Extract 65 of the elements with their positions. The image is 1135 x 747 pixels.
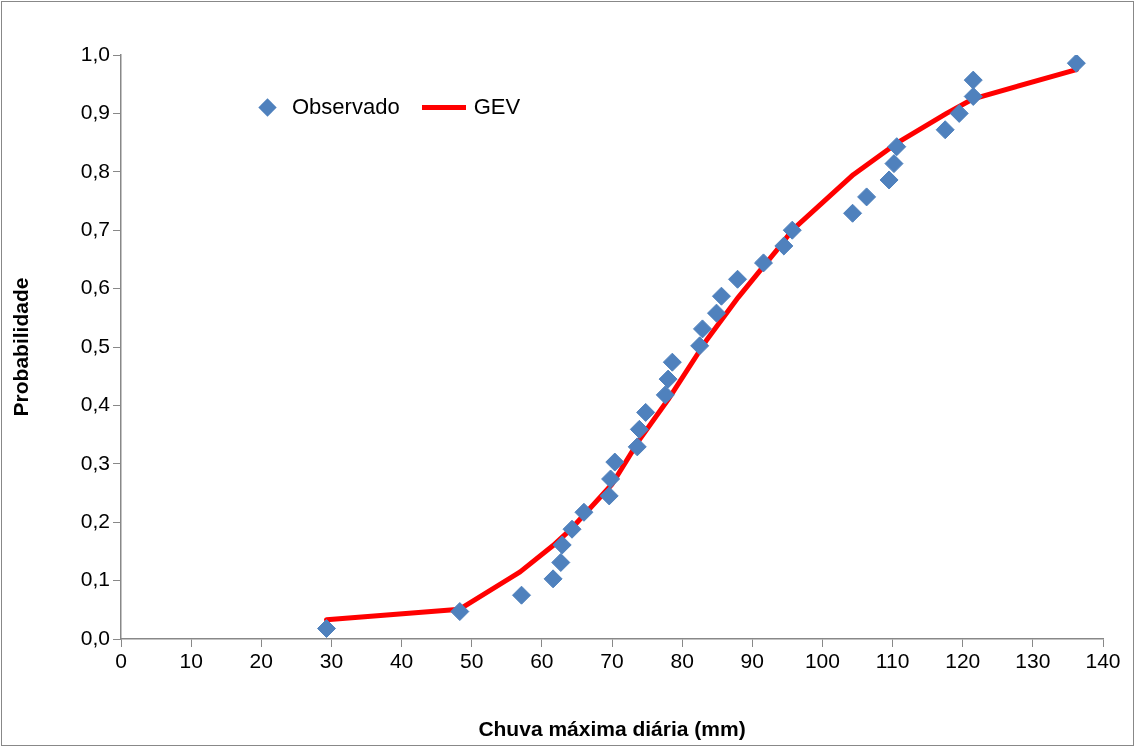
point xyxy=(935,120,955,140)
point xyxy=(662,352,682,372)
point xyxy=(512,585,532,605)
point xyxy=(692,319,712,339)
point xyxy=(658,369,678,389)
point xyxy=(879,170,899,190)
x-tick-label: 110 xyxy=(875,649,910,673)
x-tick-label: 20 xyxy=(249,649,273,673)
point xyxy=(552,535,572,555)
point xyxy=(774,236,794,256)
point xyxy=(707,303,727,323)
point xyxy=(887,137,907,157)
point xyxy=(857,187,877,207)
y-tick-label: 0,5 xyxy=(80,333,110,357)
point xyxy=(843,203,863,223)
point xyxy=(562,519,582,539)
point xyxy=(949,103,969,123)
x-tick-label: 100 xyxy=(804,649,840,673)
point xyxy=(627,437,647,457)
y-tick-label: 0,9 xyxy=(80,100,110,124)
x-tick-label: 80 xyxy=(670,649,694,673)
point xyxy=(782,220,802,240)
x-tick-label: 120 xyxy=(945,649,981,673)
point xyxy=(605,452,625,472)
x-tick-label: 0 xyxy=(115,649,127,673)
point xyxy=(884,154,904,174)
point xyxy=(728,269,748,289)
x-tick-label: 70 xyxy=(600,649,624,673)
x-tick-label: 140 xyxy=(1085,649,1121,673)
y-tick-label: 0,4 xyxy=(80,392,111,416)
y-tick-label: 0,0 xyxy=(80,625,110,649)
x-tick-label: 60 xyxy=(530,649,554,673)
x-axis-title: Chuva máxima diária (mm) xyxy=(478,717,746,741)
x-tick-label: 30 xyxy=(319,649,344,673)
x-tick-label: 90 xyxy=(740,649,764,673)
y-tick-label: 0,8 xyxy=(80,158,110,182)
x-tick-label: 10 xyxy=(179,649,203,673)
point xyxy=(636,402,656,422)
x-tick-label: 130 xyxy=(1015,649,1051,673)
point xyxy=(450,602,470,622)
y-tick-label: 0,3 xyxy=(80,450,110,474)
y-tick-label: 0,1 xyxy=(80,567,110,591)
point xyxy=(963,70,983,90)
y-tick-label: 0,2 xyxy=(80,509,110,532)
x-tick-label: 40 xyxy=(389,649,414,673)
point xyxy=(574,502,594,522)
point xyxy=(601,469,621,489)
point xyxy=(543,569,563,589)
point xyxy=(963,86,983,106)
point xyxy=(754,253,774,273)
y-tick-label: 1,0 xyxy=(80,41,110,65)
x-tick-label: 50 xyxy=(460,649,484,673)
y-tick-label: 0,6 xyxy=(80,275,110,299)
point xyxy=(317,618,337,638)
y-tick-label: 0,7 xyxy=(80,217,110,240)
point xyxy=(551,553,571,572)
point xyxy=(655,385,675,405)
legend-label: GEV xyxy=(473,94,521,120)
point xyxy=(690,336,710,356)
point xyxy=(1066,55,1086,73)
legend-label: Observado xyxy=(292,94,400,120)
point xyxy=(599,486,619,506)
y-axis-title: Probabilidade xyxy=(9,277,33,417)
point xyxy=(711,286,731,306)
point xyxy=(629,419,649,439)
